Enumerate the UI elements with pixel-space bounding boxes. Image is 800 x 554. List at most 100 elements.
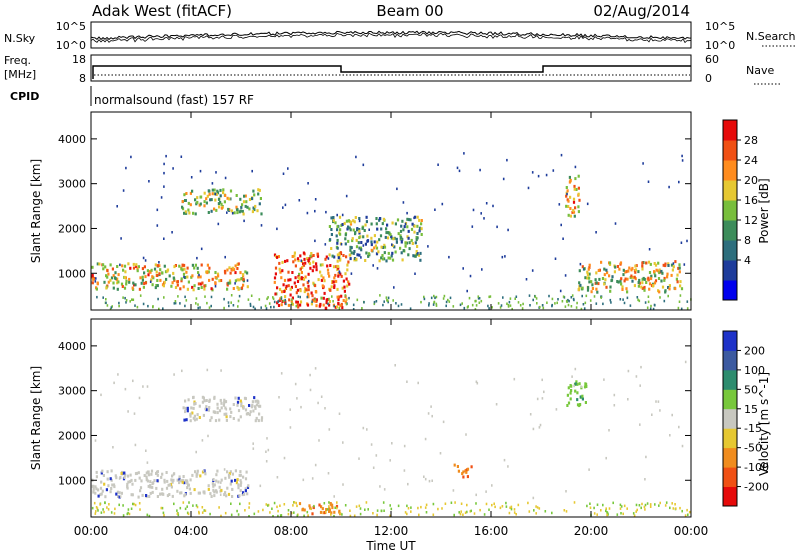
echo-cell xyxy=(228,475,231,479)
sparse-cell xyxy=(552,169,555,172)
noise-cell xyxy=(551,297,554,301)
echo-cell xyxy=(220,488,223,492)
echo-cell xyxy=(346,284,349,288)
echo-cell xyxy=(344,237,347,241)
noise-cell xyxy=(488,307,490,310)
echo-cell xyxy=(217,274,220,278)
echo-cell xyxy=(128,480,132,484)
noise-cell xyxy=(479,508,481,512)
echo-cell xyxy=(236,478,239,482)
echo-cell xyxy=(410,238,413,242)
echo-cell xyxy=(338,253,341,257)
echo-cell xyxy=(206,194,209,198)
echo-cell xyxy=(335,504,339,508)
sparse-cell xyxy=(243,219,245,223)
echo-cell xyxy=(412,254,415,258)
sparse-cell xyxy=(554,257,557,260)
echo-cell xyxy=(242,475,245,479)
echo-cell xyxy=(578,198,581,202)
noise-cell xyxy=(679,506,681,510)
sparse-cell xyxy=(200,247,203,251)
echo-cell xyxy=(370,222,373,226)
echo-cell xyxy=(104,495,107,499)
nsearch-label: N.Search xyxy=(746,30,796,43)
echo-cell xyxy=(574,389,577,393)
echo-cell xyxy=(253,193,256,197)
echo-cell xyxy=(609,285,612,289)
echo-cell xyxy=(284,287,288,290)
sparse-cell xyxy=(266,437,268,440)
velocity-ylabel: Slant Range [km] xyxy=(29,366,43,470)
echo-cell xyxy=(370,248,373,252)
echo-cell xyxy=(297,259,300,263)
echo-cell xyxy=(584,276,587,280)
sparse-cell xyxy=(430,405,432,408)
echo-cell xyxy=(400,251,403,255)
echo-cell xyxy=(246,205,249,209)
colorbar-swatch xyxy=(723,428,737,449)
noise-cell xyxy=(665,501,668,504)
echo-cell xyxy=(223,398,226,402)
echo-cell xyxy=(228,279,232,283)
noise-cell xyxy=(96,295,98,299)
echo-cell xyxy=(230,479,233,483)
freq-label: Freq. xyxy=(4,54,31,67)
echo-cell xyxy=(637,270,640,274)
echo-cell xyxy=(340,294,343,298)
echo-cell xyxy=(342,279,345,283)
noise-cell xyxy=(179,506,182,510)
echo-cell xyxy=(311,298,314,302)
noise-cell xyxy=(328,297,330,301)
echo-cell xyxy=(279,297,282,301)
noise-cell xyxy=(192,504,194,507)
noise-cell xyxy=(532,298,534,302)
sparse-cell xyxy=(404,222,407,226)
noise-cell xyxy=(210,295,213,299)
echo-cell xyxy=(336,253,339,257)
noise-cell xyxy=(105,298,107,301)
sparse-cell xyxy=(302,478,305,482)
noise-cell xyxy=(129,300,131,303)
echo-cell xyxy=(307,295,310,299)
echo-cell xyxy=(191,411,194,415)
noise-cell xyxy=(687,513,689,516)
echo-cell xyxy=(259,197,262,200)
echo-cell xyxy=(413,224,416,228)
sparse-cell xyxy=(668,185,670,189)
echo-cell xyxy=(260,416,264,420)
echo-cell xyxy=(596,290,599,294)
echo-cell xyxy=(112,274,115,278)
echo-cell xyxy=(661,271,664,275)
noise-cell xyxy=(622,512,624,516)
echo-cell xyxy=(127,480,130,484)
echo-cell xyxy=(309,266,312,270)
noise-cell xyxy=(97,509,99,512)
echo-cell xyxy=(587,267,590,271)
echo-cell xyxy=(236,208,239,212)
echo-cell xyxy=(396,218,400,222)
echo-cell xyxy=(216,406,219,410)
echo-cell xyxy=(258,412,261,416)
echo-cell xyxy=(215,193,218,196)
cpid-text: normalsound (fast) 157 RF xyxy=(94,93,254,107)
noise-cell xyxy=(147,304,149,308)
echo-cell xyxy=(611,275,614,279)
echo-cell xyxy=(291,271,294,274)
sparse-cell xyxy=(370,443,373,446)
echo-cell xyxy=(197,491,200,495)
echo-cell xyxy=(411,242,414,245)
echo-cell xyxy=(227,473,231,477)
noise-cell xyxy=(367,508,369,511)
sparse-cell xyxy=(314,209,316,213)
noise-cell xyxy=(179,302,181,305)
noise-cell xyxy=(209,512,211,516)
echo-cell xyxy=(341,286,344,290)
echo-cell xyxy=(216,189,219,193)
noise-cell xyxy=(637,298,639,302)
echo-cell xyxy=(569,391,572,395)
noise-cell xyxy=(510,505,513,509)
echo-cell xyxy=(414,215,417,219)
echo-cell xyxy=(652,283,655,287)
echo-cell xyxy=(138,287,141,291)
echo-cell xyxy=(200,286,203,289)
